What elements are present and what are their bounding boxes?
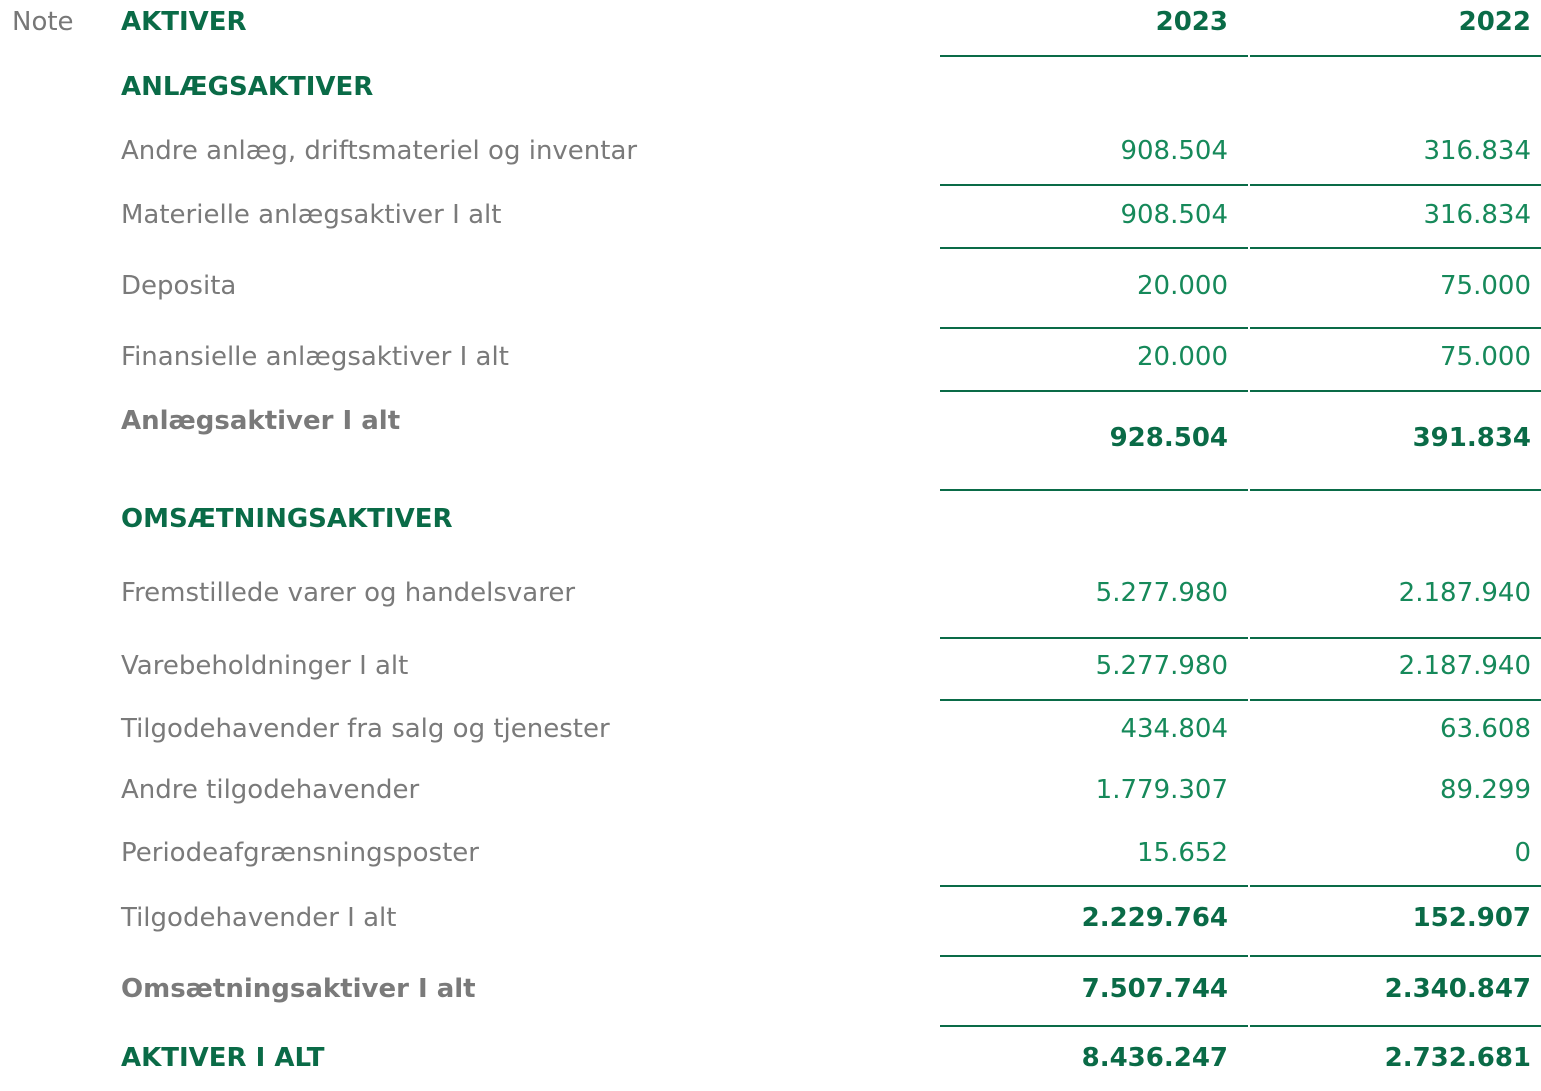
- row-value: 7.507.744: [1081, 974, 1228, 1004]
- row-label: Omsætningsaktiver I alt: [121, 974, 476, 1004]
- row-label: AKTIVER I ALT: [121, 1043, 325, 1073]
- row-label: OMSÆTNINGSAKTIVER: [121, 504, 453, 534]
- row-label: Tilgodehavender fra salg og tjenester: [121, 714, 610, 744]
- row-value: 20.000: [1137, 342, 1228, 372]
- row-label: Deposita: [121, 271, 237, 301]
- row-value: 316.834: [1423, 200, 1531, 230]
- row-value: 928.504: [1109, 423, 1228, 453]
- row-value: 391.834: [1412, 423, 1531, 453]
- row-value: 15.652: [1137, 838, 1228, 868]
- row-value: 20.000: [1137, 271, 1228, 301]
- divider: [1250, 390, 1541, 392]
- row-value: 908.504: [1120, 200, 1228, 230]
- divider: [940, 489, 1248, 491]
- row-label: Anlægsaktiver I alt: [121, 406, 401, 436]
- row-label: Periodeafgrænsningsposter: [121, 838, 479, 868]
- divider: [1250, 489, 1541, 491]
- row-value: 316.834: [1423, 136, 1531, 166]
- row-label: Finansielle anlægsaktiver I alt: [121, 342, 509, 372]
- row-value: 75.000: [1440, 342, 1531, 372]
- divider: [940, 55, 1248, 57]
- row-label: Tilgodehavender I alt: [121, 903, 397, 933]
- divider: [1250, 637, 1541, 639]
- divider: [1250, 885, 1541, 887]
- row-label: Andre tilgodehavender: [121, 775, 420, 805]
- row-value: 152.907: [1412, 903, 1531, 933]
- divider: [1250, 1025, 1541, 1027]
- divider: [1250, 699, 1541, 701]
- divider: [1250, 55, 1541, 57]
- row-value: 8.436.247: [1081, 1043, 1228, 1073]
- row-label: Fremstillede varer og handelsvarer: [121, 578, 576, 608]
- column-header: 2023: [1155, 7, 1228, 37]
- row-value: 2.229.764: [1081, 903, 1228, 933]
- divider: [940, 955, 1248, 957]
- divider: [1250, 184, 1541, 186]
- divider: [1250, 247, 1541, 249]
- divider: [940, 184, 1248, 186]
- row-value: 5.277.980: [1095, 578, 1228, 608]
- note-header: Note: [12, 7, 74, 37]
- row-value: 2.340.847: [1384, 974, 1531, 1004]
- divider: [940, 699, 1248, 701]
- divider: [940, 327, 1248, 329]
- row-value: 75.000: [1440, 271, 1531, 301]
- divider: [1250, 955, 1541, 957]
- row-value: 63.608: [1440, 714, 1531, 744]
- row-value: 0: [1514, 838, 1531, 868]
- row-label: Andre anlæg, driftsmateriel og inventar: [121, 136, 638, 166]
- row-value: 434.804: [1120, 714, 1228, 744]
- divider: [1250, 327, 1541, 329]
- row-value: 2.187.940: [1398, 578, 1531, 608]
- row-label: Materielle anlægsaktiver I alt: [121, 200, 502, 230]
- row-value: 2.732.681: [1384, 1043, 1531, 1073]
- row-label: ANLÆGSAKTIVER: [121, 72, 374, 102]
- row-label: Varebeholdninger I alt: [121, 651, 409, 681]
- row-value: 2.187.940: [1398, 651, 1531, 681]
- divider: [940, 885, 1248, 887]
- title: AKTIVER: [121, 7, 247, 37]
- divider: [940, 1025, 1248, 1027]
- row-value: 5.277.980: [1095, 651, 1228, 681]
- row-value: 908.504: [1120, 136, 1228, 166]
- divider: [940, 390, 1248, 392]
- divider: [940, 637, 1248, 639]
- row-value: 89.299: [1440, 775, 1531, 805]
- divider: [940, 247, 1248, 249]
- column-header: 2022: [1458, 7, 1531, 37]
- row-value: 1.779.307: [1095, 775, 1228, 805]
